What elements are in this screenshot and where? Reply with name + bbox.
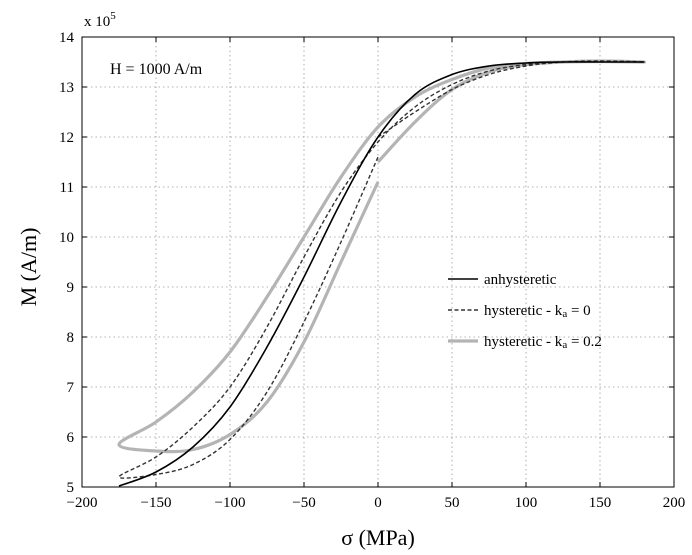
series-line-hyst02 [117, 59, 646, 454]
series-line-hyst0 [118, 60, 646, 479]
legend-label-hyst02: hysteretic - ka = 0.2 [484, 334, 602, 351]
y-tick-label: 10 [59, 230, 74, 246]
y-tick-label: 7 [67, 380, 75, 396]
annotation-field: H = 1000 A/m [110, 61, 203, 78]
x-tick-label: 50 [445, 495, 460, 511]
grid [82, 37, 674, 487]
series-line-anhysteretic [118, 61, 645, 487]
x-tick-label: −200 [67, 495, 98, 511]
y-tick-label: 11 [60, 180, 74, 196]
y-tick-label: 5 [67, 480, 75, 496]
y-tick-label: 6 [67, 430, 75, 446]
legend-label-anhysteretic: anhysteretic [484, 272, 557, 288]
y-tick-label: 9 [67, 280, 75, 296]
x-tick-label: −150 [141, 495, 172, 511]
y-tick-label: 13 [59, 80, 74, 96]
y-axis-multiplier: x 105 [84, 10, 116, 30]
x-tick-label: 100 [515, 495, 538, 511]
x-tick-label: 200 [663, 495, 686, 511]
x-tick-label: 150 [589, 495, 612, 511]
y-tick-label: 12 [59, 130, 74, 146]
series-layer [117, 59, 646, 487]
y-axis-title: M (A/m) [16, 228, 41, 307]
ticks: −200 −150 −100 −50 0 50 100 150 200 5 6 7 8 9 10 11 12 13… [59, 30, 685, 511]
y-tick-label: 8 [67, 330, 75, 346]
legend-label-hyst0: hysteretic - ka = 0 [484, 303, 591, 320]
x-tick-label: −100 [215, 495, 246, 511]
x-tick-label: 0 [374, 495, 382, 511]
x-tick-label: −50 [292, 495, 315, 511]
x-axis-title: σ (MPa) [341, 525, 415, 550]
y-tick-label: 14 [59, 30, 75, 46]
legend: anhysteretic hysteretic - ka = 0 hystereti… [448, 272, 602, 351]
